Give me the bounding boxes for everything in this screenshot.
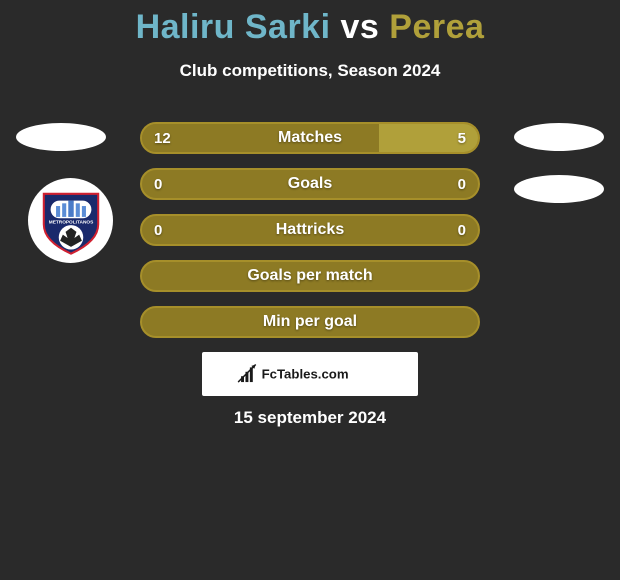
fctables-logo-icon: FcTables.com <box>220 363 400 385</box>
stat-label: Goals per match <box>142 267 478 285</box>
stat-row-min-per-goal: Min per goal <box>140 306 480 338</box>
club-name-text: METROPOLITANOS <box>48 219 93 225</box>
player1-name: Haliru Sarki <box>136 8 331 46</box>
stat-label: Min per goal <box>142 313 478 331</box>
club-badge-left: METROPOLITANOS <box>28 178 113 263</box>
stat-value-right: 0 <box>458 222 466 239</box>
stat-label: Goals <box>142 175 478 193</box>
subtitle: Club competitions, Season 2024 <box>0 61 620 81</box>
stat-row-matches: Matches12 5 <box>140 122 480 154</box>
stat-row-goals: Goals0 0 <box>140 168 480 200</box>
page-title: Haliru Sarki vs Perea <box>0 0 620 47</box>
stat-value-left: 0 <box>154 222 162 239</box>
badge-placeholder-left <box>16 123 106 151</box>
brand-box: FcTables.com <box>202 352 418 396</box>
vs-text: vs <box>341 8 380 46</box>
badge-placeholder-right-2 <box>514 175 604 203</box>
metropolitanos-logo-icon: METROPOLITANOS <box>37 187 105 255</box>
stat-label: Matches <box>142 129 478 147</box>
date-line: 15 september 2024 <box>0 408 620 428</box>
stat-row-goals-per-match: Goals per match <box>140 260 480 292</box>
stat-label: Hattricks <box>142 221 478 239</box>
brand-text: FcTables.com <box>262 366 349 381</box>
stat-value-right: 0 <box>458 176 466 193</box>
stat-row-hattricks: Hattricks0 0 <box>140 214 480 246</box>
stat-value-left: 0 <box>154 176 162 193</box>
stat-value-right: 5 <box>458 130 466 147</box>
stat-bars: Matches125Goals00Hattricks00Goals per ma… <box>140 122 480 352</box>
badge-placeholder-right-1 <box>514 123 604 151</box>
player2-name: Perea <box>389 8 484 46</box>
stat-value-left: 12 <box>154 130 171 147</box>
